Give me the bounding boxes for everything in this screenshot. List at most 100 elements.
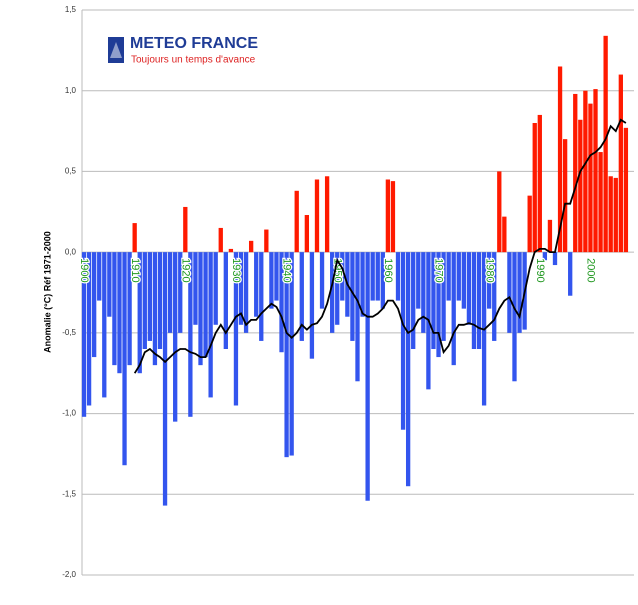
bar [319, 252, 325, 309]
bar [81, 252, 87, 417]
x-tick-label: 1960 [382, 258, 394, 282]
bar [228, 248, 234, 253]
bar [380, 252, 385, 309]
bar [390, 181, 396, 253]
bar [324, 176, 330, 253]
bar [157, 252, 163, 349]
bar [294, 190, 299, 253]
bar [340, 252, 345, 301]
bar [309, 252, 315, 359]
bar [593, 89, 598, 253]
bar [92, 252, 97, 358]
y-tick-label: 0,5 [65, 167, 77, 176]
bar [532, 123, 537, 253]
bar [238, 252, 244, 325]
bar [446, 252, 451, 301]
bar [208, 252, 213, 398]
x-tick-label: 1990 [534, 258, 546, 282]
x-tick-label: 1940 [281, 258, 293, 282]
x-tick-label: 2000 [585, 258, 597, 282]
bar [97, 252, 102, 301]
bar [248, 240, 254, 253]
bar [603, 35, 608, 253]
y-tick-label: 0,0 [65, 247, 77, 256]
bar [431, 252, 436, 349]
bar [400, 252, 406, 430]
bar [456, 252, 461, 301]
bar [578, 119, 583, 253]
bar [608, 176, 613, 253]
bar [598, 152, 603, 253]
bar [441, 252, 446, 341]
bar [173, 252, 178, 422]
bar [289, 252, 294, 456]
bar [223, 252, 228, 349]
bar [279, 252, 284, 353]
bar [542, 252, 548, 261]
bar [375, 252, 380, 301]
x-tick-label: 1910 [129, 258, 141, 282]
bar [568, 252, 573, 296]
bar [142, 252, 147, 349]
bar [502, 216, 507, 253]
bar [178, 252, 183, 333]
bar [527, 195, 532, 253]
bar [350, 252, 355, 341]
bar [588, 103, 593, 253]
bar [613, 177, 618, 253]
bar [183, 206, 188, 253]
bar [466, 252, 472, 325]
bar [395, 252, 401, 301]
x-tick-label: 1980 [483, 258, 495, 282]
bar [284, 252, 289, 458]
moving-average-line [133, 118, 627, 374]
bar [107, 252, 112, 317]
bar [547, 219, 553, 253]
bar [132, 223, 137, 253]
bar [370, 252, 375, 301]
bar [264, 229, 269, 253]
x-tick-label: 1930 [230, 258, 242, 282]
x-tick-label: 1900 [78, 258, 90, 282]
bar [167, 252, 173, 333]
bar [411, 252, 416, 349]
bar [552, 252, 558, 266]
bar [537, 114, 542, 253]
bar [193, 252, 198, 325]
bar [557, 66, 563, 253]
bar [573, 93, 578, 253]
bar [162, 252, 168, 506]
bar [461, 252, 466, 309]
bar [117, 252, 122, 374]
logo-icon-detail [110, 42, 122, 58]
x-tick-label: 1970 [433, 258, 445, 282]
bar [583, 90, 588, 253]
bar [213, 252, 218, 325]
bar [127, 252, 132, 366]
bar [451, 252, 456, 366]
y-tick-label: -1,0 [62, 409, 76, 418]
bar [198, 252, 203, 366]
bar [471, 252, 477, 349]
bar [355, 252, 360, 382]
bar [122, 252, 127, 466]
bar [147, 252, 153, 341]
y-tick-label: -2,0 [62, 570, 76, 579]
bar [562, 139, 568, 253]
y-tick-label: -0,5 [62, 328, 76, 337]
bar [492, 252, 497, 341]
bar [360, 252, 365, 317]
bar [365, 252, 370, 501]
y-axis-label: Anomalie (°C) Réf 1971-2000 [42, 231, 52, 353]
bar [86, 252, 92, 406]
bar [512, 252, 517, 382]
bar [152, 252, 158, 366]
bar [476, 252, 482, 349]
bar [314, 179, 320, 253]
bar [188, 252, 193, 417]
x-tick-label: 1920 [179, 258, 191, 282]
bar [102, 252, 107, 398]
bar [259, 252, 264, 341]
bar [233, 252, 239, 406]
y-tick-label: -1,5 [62, 489, 76, 498]
